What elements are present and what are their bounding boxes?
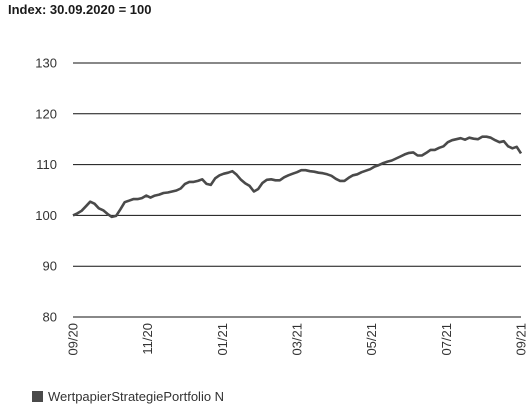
y-tick-label: 90	[43, 259, 57, 274]
y-tick-label: 80	[43, 310, 57, 325]
x-tick-label: 09/20	[66, 323, 81, 356]
gridlines	[73, 62, 521, 318]
x-tick-label: 09/21	[514, 323, 526, 356]
x-tick-label: 01/21	[215, 323, 230, 356]
y-tick-label: 120	[35, 106, 57, 121]
x-tick-label: 03/21	[290, 323, 305, 356]
legend-swatch	[32, 391, 43, 402]
series-line-0	[72, 135, 523, 219]
x-axis-ticks: 09/20 11/20 01/21 03/21 05/21 07/21 09/21	[66, 323, 526, 356]
y-tick-label: 110	[36, 157, 57, 172]
y-tick-label: 130	[35, 56, 57, 71]
series-layer	[72, 135, 523, 219]
y-tick-label: 100	[35, 208, 57, 223]
legend-label: WertpapierStrategiePortfolio N	[48, 389, 225, 404]
y-axis-ticks: 80 90 100 110 120 130	[35, 56, 57, 325]
chart-title: Index: 30.09.2020 = 100	[8, 2, 152, 17]
x-tick-label: 11/20	[140, 323, 155, 355]
x-tick-label: 05/21	[364, 323, 379, 356]
legend: WertpapierStrategiePortfolio N	[32, 389, 224, 404]
x-tick-label: 07/21	[439, 323, 454, 356]
